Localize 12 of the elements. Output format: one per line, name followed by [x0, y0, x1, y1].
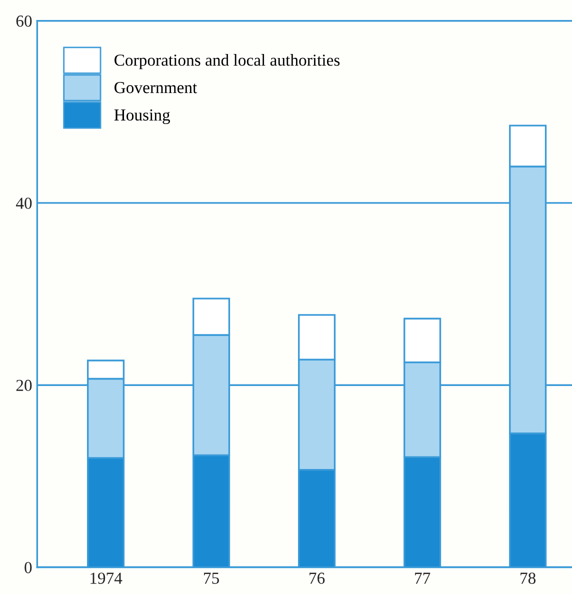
- x-tick-label: 76: [310, 572, 325, 584]
- x-tick-label: 75: [204, 572, 219, 584]
- y-tick-label: 40: [16, 198, 32, 209]
- y-tick-label: 0: [24, 562, 32, 574]
- y-tick-label: 60: [16, 15, 32, 27]
- x-tick-label: 78: [520, 572, 536, 584]
- x-tick-label: 1974: [90, 572, 122, 584]
- legend-label: Government: [114, 82, 198, 94]
- legend-label: Housing: [114, 109, 170, 124]
- legend-label: Corporations and local authorities: [114, 54, 340, 70]
- x-tick-label: 77: [415, 572, 430, 584]
- y-tick-label: 20: [16, 380, 32, 392]
